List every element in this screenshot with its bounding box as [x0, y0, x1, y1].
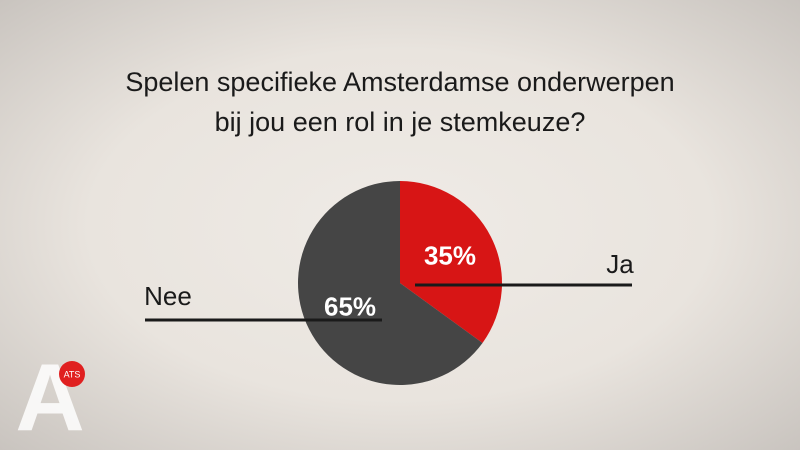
- category-label: Ja: [606, 249, 634, 279]
- logo-badge-bg: [59, 361, 85, 387]
- pie-slice: [298, 181, 483, 386]
- pie-slice: [400, 181, 503, 343]
- value-label: 35%: [424, 240, 476, 270]
- logo-badge: ATS: [64, 369, 81, 379]
- chart-title: Spelen specifieke Amsterdamse onderwerpe…: [125, 67, 675, 137]
- category-label: Nee: [144, 281, 192, 311]
- value-label: 65%: [324, 291, 376, 321]
- logo-letter: A: [15, 344, 84, 450]
